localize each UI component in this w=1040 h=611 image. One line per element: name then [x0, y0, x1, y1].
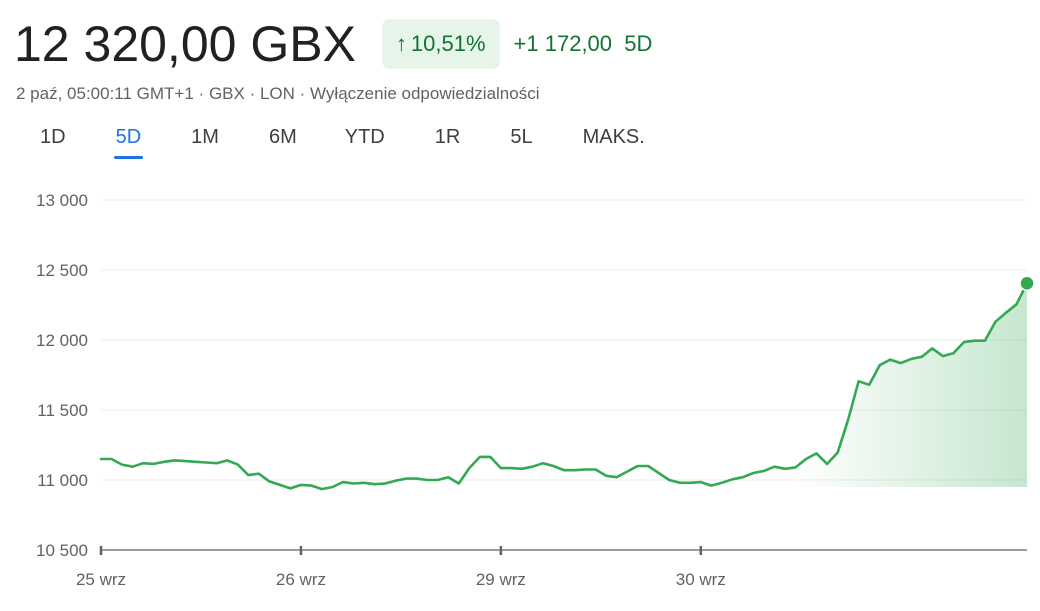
chart-area: [99, 275, 1035, 491]
price-header: 12 320,00 GBX ↑ 10,51% +1 172,00 5D: [14, 14, 652, 74]
x-axis: 25 wrz 26 wrz 29 wrz 30 wrz: [76, 546, 1027, 589]
tab-ytd[interactable]: YTD: [344, 126, 385, 148]
arrow-up-icon: ↑: [395, 31, 407, 56]
change-period-label: 5D: [624, 31, 653, 56]
y-tick-label: 11 000: [37, 471, 88, 490]
quote-meta: 2 paź, 05:00:11 GMT+1GBXLONWyłączenie od…: [16, 84, 540, 104]
quote-exchange: LON: [245, 84, 295, 103]
tab-1m[interactable]: 1M: [191, 126, 219, 148]
x-tick-label: 29 wrz: [476, 570, 526, 589]
current-price: 12 320,00 GBX: [14, 16, 356, 72]
y-tick-label: 13 000: [36, 191, 88, 210]
range-tabs: 1D 5D 1M 6M YTD 1R 5L MAKS.: [14, 122, 645, 159]
y-tick-label: 10 500: [36, 541, 88, 560]
tab-1d[interactable]: 1D: [40, 126, 66, 148]
price-series-line: [99, 282, 1029, 491]
area-fill: [101, 283, 1027, 490]
change-absolute: +1 172,00 5D: [514, 31, 653, 57]
tab-maks[interactable]: MAKS.: [582, 126, 645, 148]
change-absolute-value: +1 172,00: [513, 31, 613, 56]
y-tick-label: 11 500: [37, 401, 88, 420]
x-tick-label: 25 wrz: [76, 570, 126, 589]
y-axis-labels: 13 000 12 500 12 000 11 500 11 000 10 500: [36, 191, 88, 560]
y-tick-label: 12 500: [36, 261, 88, 280]
tab-1r[interactable]: 1R: [434, 126, 461, 148]
change-percent: 10,51%: [410, 31, 486, 56]
tab-5d[interactable]: 5D: [113, 122, 143, 159]
y-tick-label: 12 000: [36, 331, 88, 350]
change-percent-badge: ↑ 10,51%: [381, 19, 500, 69]
last-price-point[interactable]: [1019, 275, 1035, 292]
x-tick-label: 26 wrz: [276, 570, 326, 589]
disclaimer-link[interactable]: Wyłączenie odpowiedzialności: [295, 84, 540, 103]
x-tick-label: 30 wrz: [676, 570, 726, 589]
quote-currency: GBX: [194, 84, 245, 103]
tab-6m[interactable]: 6M: [268, 126, 297, 148]
tab-5l[interactable]: 5L: [510, 126, 533, 148]
quote-timestamp: 2 paź, 05:00:11 GMT+1: [16, 84, 194, 103]
